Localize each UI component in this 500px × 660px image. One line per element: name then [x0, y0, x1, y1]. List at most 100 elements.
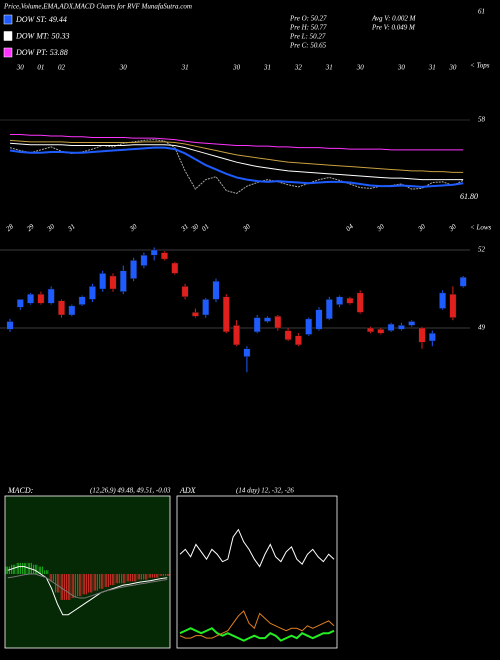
- candle-body: [202, 299, 210, 316]
- x-tick-label: 30: [375, 222, 387, 234]
- candle-body: [377, 329, 385, 334]
- candle-body: [181, 286, 189, 297]
- candle-body: [6, 321, 14, 330]
- candle-body: [130, 260, 137, 279]
- candle-body: [253, 317, 261, 333]
- candle-body: [315, 309, 323, 330]
- candle-body: [47, 288, 55, 304]
- x-tick-label: 31: [66, 222, 77, 233]
- x-tick-label: 30: [447, 222, 459, 234]
- candle-body: [16, 299, 24, 308]
- quote: Pre V: 0.049 M: [371, 24, 416, 32]
- x-tick-label: 30: [232, 64, 241, 72]
- x-tick-label: 30: [356, 64, 365, 72]
- x-tick-label: 31: [263, 64, 271, 72]
- candle-body: [325, 299, 333, 320]
- legend-label: DOW ST: 49.44: [15, 15, 67, 24]
- candle-body: [37, 294, 45, 304]
- x-tick-label: 28: [4, 222, 15, 233]
- x-tick-label: 30: [416, 222, 428, 234]
- legend-swatch: [3, 47, 13, 58]
- lows-label: < Lows: [470, 224, 492, 232]
- adx-line: [179, 627, 335, 642]
- tops-label: < Tops: [470, 62, 490, 70]
- macd-line: [7, 573, 168, 599]
- candle-body: [336, 296, 343, 305]
- macd-line: [7, 566, 168, 616]
- candle-body: [233, 325, 240, 346]
- quote: Avg V: 0.002 M: [371, 15, 417, 23]
- x-tick-label: 01: [37, 64, 44, 72]
- candle-body: [161, 252, 168, 260]
- adx-panel: [176, 495, 338, 649]
- candle-body: [119, 270, 127, 292]
- y-tick-label: 52: [478, 246, 486, 254]
- candle-body: [243, 348, 251, 357]
- ema-line: [9, 146, 464, 188]
- x-tick-label: 30: [127, 222, 139, 234]
- candle-body: [88, 286, 96, 300]
- adx-line: [179, 528, 335, 568]
- candle-body: [284, 330, 292, 340]
- annotation: 61.80: [460, 192, 478, 201]
- candle-body: [222, 296, 230, 333]
- candle-body: [428, 333, 436, 342]
- candle-body: [387, 323, 395, 331]
- quote: Pre L: 50.27: [289, 33, 326, 41]
- ema-line: [9, 142, 464, 181]
- ema-line: [10, 134, 464, 151]
- candle-body: [346, 297, 354, 304]
- legend-label: DOW MT: 50.33: [15, 31, 70, 40]
- adx-line: [179, 610, 335, 639]
- candle-body: [99, 273, 107, 290]
- candle-body: [418, 327, 426, 343]
- y-tick-label: 58: [478, 116, 486, 124]
- candle-body: [171, 262, 179, 274]
- panel-title: ADX: [179, 486, 197, 495]
- candle-body: [140, 254, 148, 266]
- candle-body: [212, 281, 220, 300]
- x-tick-label: 30: [397, 64, 406, 72]
- candle-body: [356, 292, 364, 313]
- x-tick-label: 02: [58, 64, 66, 72]
- page-title: Price,Volume,EMA,ADX,MACD Charts for RVF…: [3, 3, 192, 11]
- candle-body: [68, 305, 76, 316]
- x-tick-label: 30: [16, 64, 25, 72]
- quote: Pre O: 50.27: [289, 15, 327, 23]
- legend-swatch: [3, 31, 13, 41]
- x-tick-label: 30: [241, 222, 253, 234]
- x-tick-label: 29: [25, 222, 36, 233]
- candle-body: [459, 277, 467, 287]
- panel-title: MACD:: [7, 486, 34, 495]
- quote: Pre C: 50.65: [289, 42, 327, 50]
- x-tick-label: 30: [119, 64, 128, 72]
- x-tick-label: 30: [448, 64, 457, 72]
- candle-body: [27, 294, 34, 304]
- candle-body: [367, 327, 374, 333]
- candle-body: [439, 292, 446, 309]
- x-tick-label: 31: [179, 222, 190, 233]
- candle-body: [449, 294, 457, 318]
- panel-params: (14 day) 12, -32, -26: [236, 487, 294, 495]
- x-tick-label: 31: [428, 64, 436, 72]
- x-tick-label: 31: [181, 64, 189, 72]
- x-tick-label: 04: [344, 222, 355, 233]
- quote: Pre H: 50.77: [289, 24, 327, 32]
- candle-body: [305, 318, 313, 335]
- candle-body: [191, 312, 199, 317]
- candle-body: [58, 300, 65, 316]
- legend-label: DOW PT: 53.88: [15, 48, 68, 57]
- candle-body: [398, 325, 405, 330]
- annotation: 61: [478, 8, 485, 16]
- candle-body: [274, 316, 282, 329]
- legend-swatch: [3, 14, 13, 25]
- candle-body: [264, 317, 271, 322]
- candle-body: [109, 275, 117, 290]
- x-tick-label: 30: [45, 222, 57, 234]
- x-tick-label: 32: [294, 64, 303, 72]
- candle-body: [150, 249, 158, 256]
- candle-body: [295, 335, 302, 346]
- candle-body: [78, 296, 86, 305]
- x-tick-label: 30: [189, 222, 201, 234]
- candle-body: [408, 321, 416, 326]
